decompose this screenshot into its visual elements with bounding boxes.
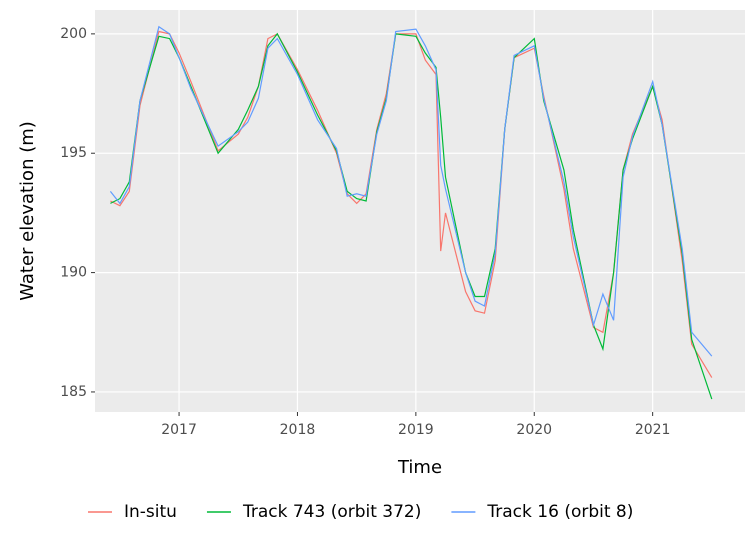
y-axis-title: Water elevation (m) bbox=[17, 121, 38, 301]
legend-label: In-situ bbox=[124, 502, 177, 522]
series-line bbox=[110, 30, 713, 378]
legend-label: Track 743 (orbit 372) bbox=[242, 502, 421, 522]
series-line bbox=[109, 25, 713, 357]
x-tick-label: 2017 bbox=[161, 422, 197, 438]
x-tick-label: 2021 bbox=[635, 422, 671, 438]
y-tick-label: 185 bbox=[60, 384, 87, 400]
y-tick-label: 190 bbox=[60, 265, 87, 281]
series-line bbox=[110, 32, 713, 400]
x-axis-title: Time bbox=[397, 457, 442, 478]
legend-label: Track 16 (orbit 8) bbox=[486, 502, 633, 522]
x-tick-label: 2020 bbox=[516, 422, 552, 438]
plot-background bbox=[95, 10, 745, 412]
y-tick-label: 195 bbox=[60, 145, 87, 161]
x-tick-label: 2019 bbox=[398, 422, 434, 438]
y-tick-label: 200 bbox=[60, 26, 87, 42]
x-tick-label: 2018 bbox=[280, 422, 316, 438]
